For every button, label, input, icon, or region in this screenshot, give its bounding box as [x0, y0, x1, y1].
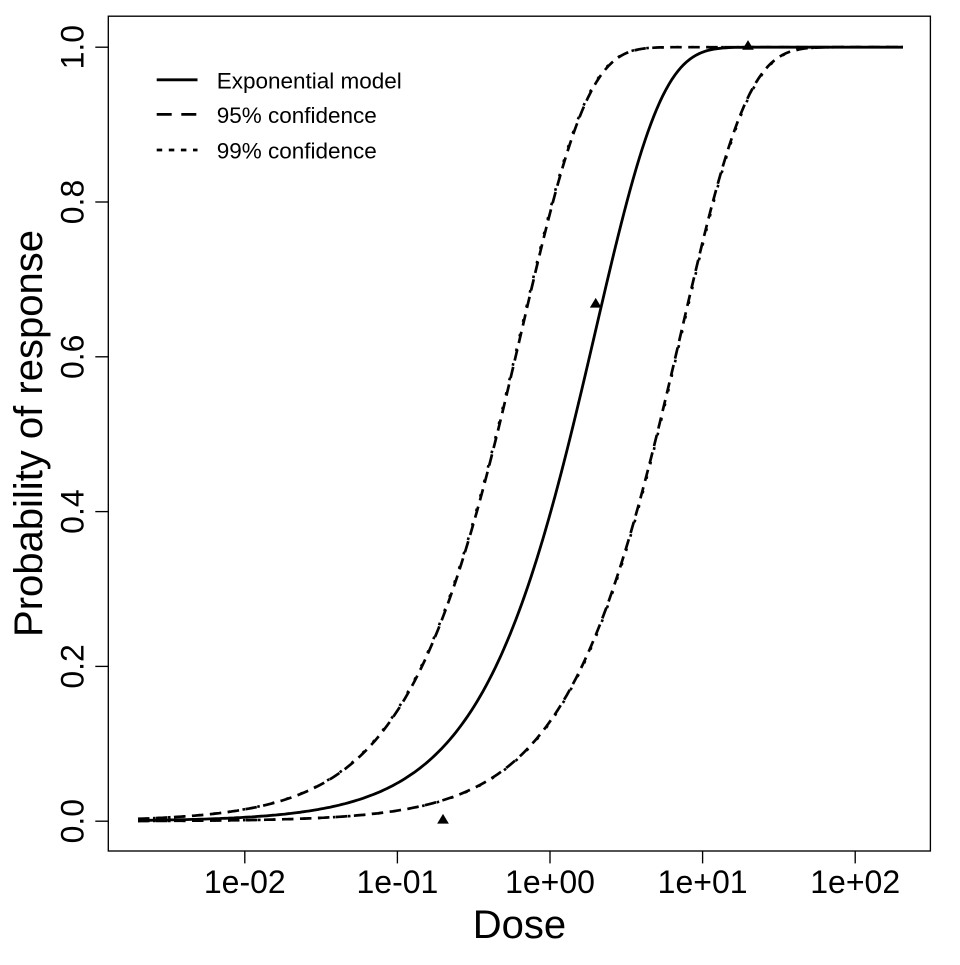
- svg-text:95% confidence: 95% confidence: [217, 103, 377, 128]
- svg-text:0.6: 0.6: [55, 335, 91, 379]
- svg-text:1e+00: 1e+00: [505, 864, 595, 900]
- svg-text:1e-02: 1e-02: [204, 864, 286, 900]
- svg-text:0.8: 0.8: [55, 180, 91, 224]
- svg-text:Probability of response: Probability of response: [7, 230, 51, 637]
- svg-text:1e+02: 1e+02: [810, 864, 900, 900]
- svg-text:0.2: 0.2: [55, 644, 91, 688]
- svg-text:1e-01: 1e-01: [356, 864, 438, 900]
- svg-text:1.0: 1.0: [55, 25, 91, 69]
- svg-text:1e+01: 1e+01: [658, 864, 748, 900]
- svg-text:0.0: 0.0: [55, 799, 91, 843]
- svg-text:Dose: Dose: [473, 903, 566, 947]
- svg-text:Exponential model: Exponential model: [217, 68, 402, 93]
- svg-text:99% confidence: 99% confidence: [217, 139, 377, 164]
- svg-text:0.4: 0.4: [55, 489, 91, 533]
